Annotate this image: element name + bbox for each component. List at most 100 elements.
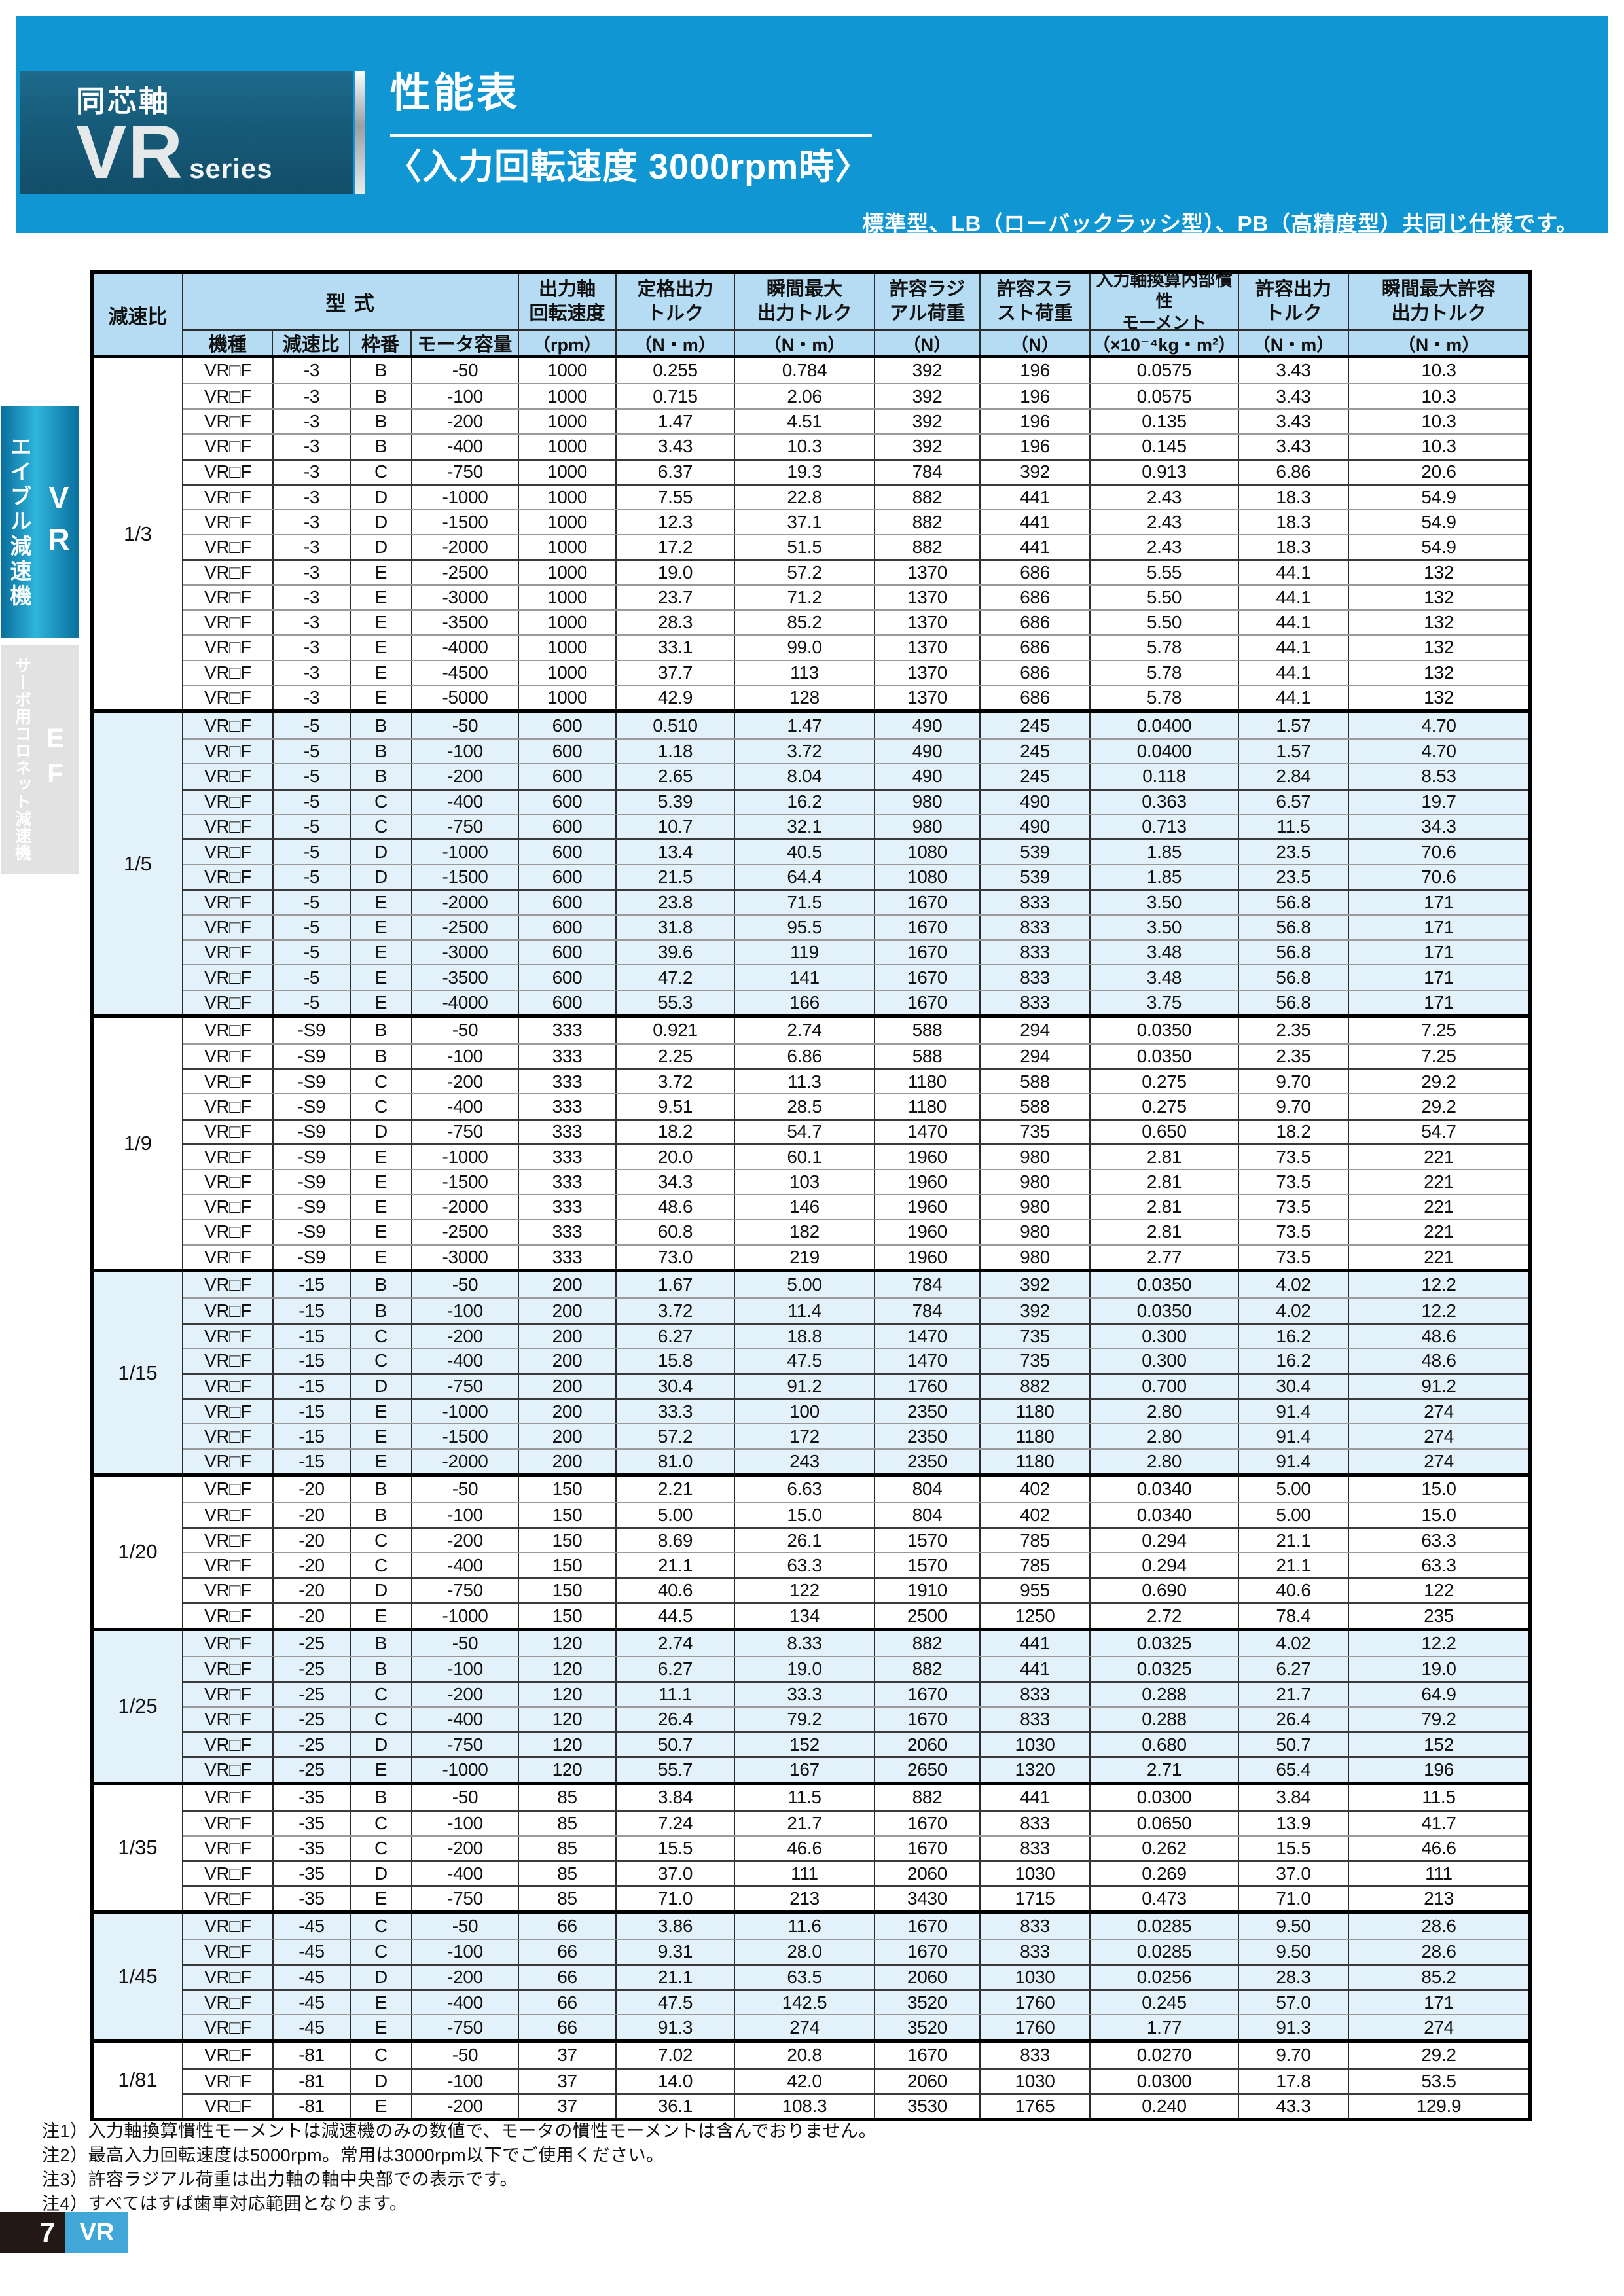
cell-value-5: 0.0340 xyxy=(1091,1503,1239,1527)
cell-value-7: 132 xyxy=(1424,662,1454,683)
cell-value-1: 0.715 xyxy=(617,384,735,408)
cell-ratio: -5 xyxy=(274,891,351,914)
cell-value-1: 26.4 xyxy=(617,1707,735,1732)
cell-ratio: -S9 xyxy=(274,1094,351,1119)
cell-ratio: -20 xyxy=(274,1477,351,1502)
cell-model: VR□F xyxy=(183,1245,274,1270)
cell-value-3: 1370 xyxy=(875,610,981,635)
cell-value-7: 8.53 xyxy=(1421,766,1456,787)
cell-value-0: 85 xyxy=(519,1784,617,1810)
cell-value-6: 56.8 xyxy=(1239,891,1349,914)
cell-value-1: 60.8 xyxy=(617,1220,735,1244)
cell-value-4: 588 xyxy=(981,1069,1091,1094)
cell-motor: -1500 xyxy=(412,1170,519,1194)
cell-value-6: 18.3 xyxy=(1239,535,1349,560)
cell-frame: E xyxy=(351,1220,412,1244)
cell-value-6: 6.86 xyxy=(1239,460,1349,484)
table-row: VR□F -35 C -200 85 15.5 46.6 1670 833 0.262 15.5 46… xyxy=(183,1835,1528,1861)
cell-motor: -100 xyxy=(412,2070,519,2093)
cell-value-0: 200 xyxy=(519,1324,617,1348)
cell-value-7: 171 xyxy=(1424,992,1454,1013)
ratio-section-1-5: 1/5 VR□F -5 B -50 600 0.510 1.47 490 245 0.0400 1.5… xyxy=(94,709,1528,1015)
header-subcol: 枠番 xyxy=(350,331,412,355)
ratio-section-1-9: 1/9 VR□F -S9 B -50 333 0.921 2.74 588 294 0.0350 2.… xyxy=(94,1014,1528,1270)
cell-value-3: 1180 xyxy=(875,1069,981,1094)
cell-frame: C xyxy=(351,2042,412,2068)
cell-value-5: 0.0350 xyxy=(1091,1299,1239,1323)
cell-value-2: 99.0 xyxy=(735,636,875,660)
cell-value-7: 46.6 xyxy=(1421,1837,1456,1858)
cell-frame: C xyxy=(351,1836,412,1861)
cell-value-7: 213 xyxy=(1424,1888,1454,1909)
cell-ratio: -15 xyxy=(274,1349,351,1373)
cell-value-6: 23.5 xyxy=(1239,840,1349,864)
cell-value-3: 2350 xyxy=(875,1424,981,1448)
ratio-section-1-20: 1/20 VR□F -20 B -50 150 2.21 6.63 804 402 0.0340 5.… xyxy=(94,1473,1528,1628)
cell-value-6: 23.5 xyxy=(1239,865,1349,889)
header-value-unit: （N・m） xyxy=(1252,334,1335,355)
cell-value-6: 9.70 xyxy=(1239,1094,1349,1119)
cell-value-3: 1080 xyxy=(875,865,981,889)
cell-value-7: 152 xyxy=(1424,1734,1454,1755)
cell-value-4: 490 xyxy=(981,790,1091,814)
cell-value-3: 784 xyxy=(875,1272,981,1298)
cell-value-5: 0.0350 xyxy=(1091,1044,1239,1068)
cell-value-6: 56.8 xyxy=(1239,990,1349,1015)
cell-ratio: -25 xyxy=(274,1657,351,1681)
header-value-unit: （N） xyxy=(903,334,952,355)
cell-value-1: 71.0 xyxy=(617,1887,735,1910)
sidebar-tab-ef[interactable]: サーボ用コロネット減速機 EF xyxy=(1,645,79,874)
cell-frame: C xyxy=(351,1940,412,1964)
cell-value-1: 0.510 xyxy=(617,713,735,738)
cell-motor: -50 xyxy=(412,1913,519,1939)
cell-value-2: 19.0 xyxy=(735,1657,875,1681)
cell-value-4: 1760 xyxy=(981,2015,1091,2039)
header-value-title: 瞬間最大許容 出力トルク xyxy=(1349,274,1528,331)
cell-frame: D xyxy=(351,865,412,889)
cell-value-3: 1370 xyxy=(875,660,981,685)
cell-value-2: 142.5 xyxy=(735,1991,875,2015)
cell-value-3: 784 xyxy=(875,1299,981,1323)
cell-value-7: 132 xyxy=(1424,586,1454,607)
cell-frame: C xyxy=(351,1683,412,1706)
cell-value-7: 129.9 xyxy=(1416,2096,1462,2117)
cell-value-2: 11.4 xyxy=(735,1299,875,1323)
cell-value-3: 1470 xyxy=(875,1349,981,1373)
table-row: VR□F -3 E -4000 1000 33.1 99.0 1370 686 5.78 44.1 1… xyxy=(183,634,1528,660)
cell-value-5: 0.713 xyxy=(1091,815,1239,839)
cell-value-1: 44.5 xyxy=(617,1604,735,1628)
cell-value-2: 18.8 xyxy=(735,1324,875,1348)
series-suffix: series xyxy=(189,152,273,184)
cell-model: VR□F xyxy=(183,1657,274,1681)
cell-model: VR□F xyxy=(183,1733,274,1757)
cell-model: VR□F xyxy=(183,1220,274,1244)
cell-value-2: 119 xyxy=(735,940,875,965)
cell-model: VR□F xyxy=(183,1862,274,1886)
cell-motor: -400 xyxy=(412,1862,519,1886)
cell-value-2: 219 xyxy=(735,1245,875,1270)
cell-value-7: 12.2 xyxy=(1421,1274,1456,1295)
table-row: VR□F -25 C -400 120 26.4 79.2 1670 833 0.288 26.4 7… xyxy=(183,1706,1528,1732)
cell-value-2: 5.00 xyxy=(735,1272,875,1298)
table-row: VR□F -35 E -750 85 71.0 213 3430 1715 0.473 71.0 21… xyxy=(183,1885,1528,1910)
cell-value-1: 3.86 xyxy=(617,1913,735,1939)
sidebar-tab-code: VR xyxy=(42,480,76,564)
cell-model: VR□F xyxy=(183,485,274,509)
cell-value-5: 0.145 xyxy=(1091,435,1239,459)
table-row: VR□F -45 E -750 66 91.3 274 3520 1760 1.77 91.3 274 xyxy=(183,2014,1528,2039)
cell-value-3: 1960 xyxy=(875,1220,981,1244)
cell-frame: B xyxy=(351,1477,412,1502)
cell-frame: D xyxy=(351,1374,412,1399)
cell-value-5: 2.81 xyxy=(1091,1194,1239,1219)
cell-value-7: 54.9 xyxy=(1421,511,1456,532)
table-row: VR□F -20 B -100 150 5.00 15.0 804 402 0.0340 5.00 1… xyxy=(183,1501,1528,1527)
cell-value-0: 150 xyxy=(519,1553,617,1577)
cell-value-7: 70.6 xyxy=(1421,842,1456,863)
sidebar-tab-vr[interactable]: エイブル減速機 VR xyxy=(1,406,79,638)
cell-ratio: -S9 xyxy=(274,1069,351,1094)
cell-value-2: 213 xyxy=(735,1887,875,1910)
cell-value-0: 1000 xyxy=(519,358,617,384)
cell-value-4: 392 xyxy=(981,460,1091,484)
table-row: VR□F -25 E -1000 120 55.7 167 2650 1320 2.71 65.4 1… xyxy=(183,1756,1528,1782)
cell-value-1: 20.0 xyxy=(617,1145,735,1169)
